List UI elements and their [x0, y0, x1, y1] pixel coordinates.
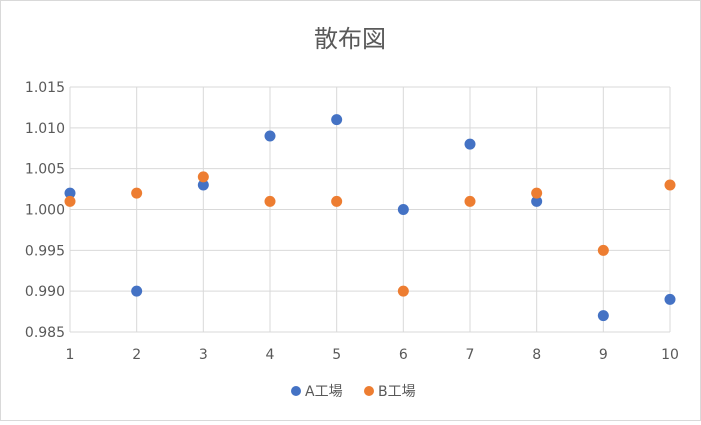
x-tick-label: 5: [332, 347, 341, 363]
data-point-series-2: [197, 171, 209, 183]
gridlines: [69, 86, 671, 333]
y-tick-label: 1.010: [25, 121, 65, 137]
data-points: [64, 114, 676, 322]
data-point-series-1: [664, 293, 676, 305]
legend-label: A工場: [305, 384, 343, 400]
data-point-series-1: [264, 130, 276, 142]
data-point-series-2: [331, 195, 343, 207]
data-point-series-2: [531, 187, 543, 199]
y-axis-ticks: 1.015 1.010 1.005 1.000 0.995 0.990 0.985: [25, 80, 65, 341]
legend: A工場 B工場: [291, 384, 416, 400]
data-point-series-2: [397, 285, 409, 297]
data-point-series-2: [597, 244, 609, 256]
data-point-series-1: [131, 285, 143, 297]
x-tick-label: 7: [466, 347, 475, 363]
chart-title: 散布図: [314, 25, 386, 53]
data-point-series-1: [397, 204, 409, 215]
data-point-series-1: [64, 187, 76, 199]
data-point-series-1: [197, 179, 209, 191]
y-tick-label: 0.990: [25, 284, 65, 300]
x-tick-label: 2: [132, 347, 141, 363]
data-point-series-1: [531, 195, 543, 207]
data-point-series-1: [597, 310, 609, 322]
x-tick-label: 4: [266, 347, 275, 363]
y-tick-label: 1.000: [25, 203, 65, 219]
legend-marker: [291, 386, 301, 396]
x-tick-label: 1: [66, 347, 75, 363]
legend-label: B工場: [378, 384, 416, 400]
x-tick-label: 3: [199, 347, 208, 363]
x-tick-label: 9: [599, 347, 608, 363]
x-tick-label: 10: [661, 347, 679, 363]
x-axis-ticks: 1 2 3 4 5 6 7 8 9 10: [66, 347, 679, 363]
data-point-series-2: [264, 195, 276, 207]
data-point-series-2: [464, 195, 476, 207]
data-point-series-2: [664, 179, 676, 191]
data-point-series-2: [64, 195, 76, 207]
data-point-series-2: [131, 187, 143, 199]
data-point-series-1: [331, 114, 343, 126]
x-tick-label: 8: [532, 347, 541, 363]
y-tick-label: 0.995: [25, 243, 65, 259]
legend-marker: [364, 386, 374, 396]
y-tick-label: 1.015: [25, 80, 65, 96]
y-tick-label: 1.005: [25, 162, 65, 178]
y-tick-label: 0.985: [25, 325, 65, 341]
x-tick-label: 6: [399, 347, 408, 363]
data-point-series-1: [464, 138, 476, 150]
